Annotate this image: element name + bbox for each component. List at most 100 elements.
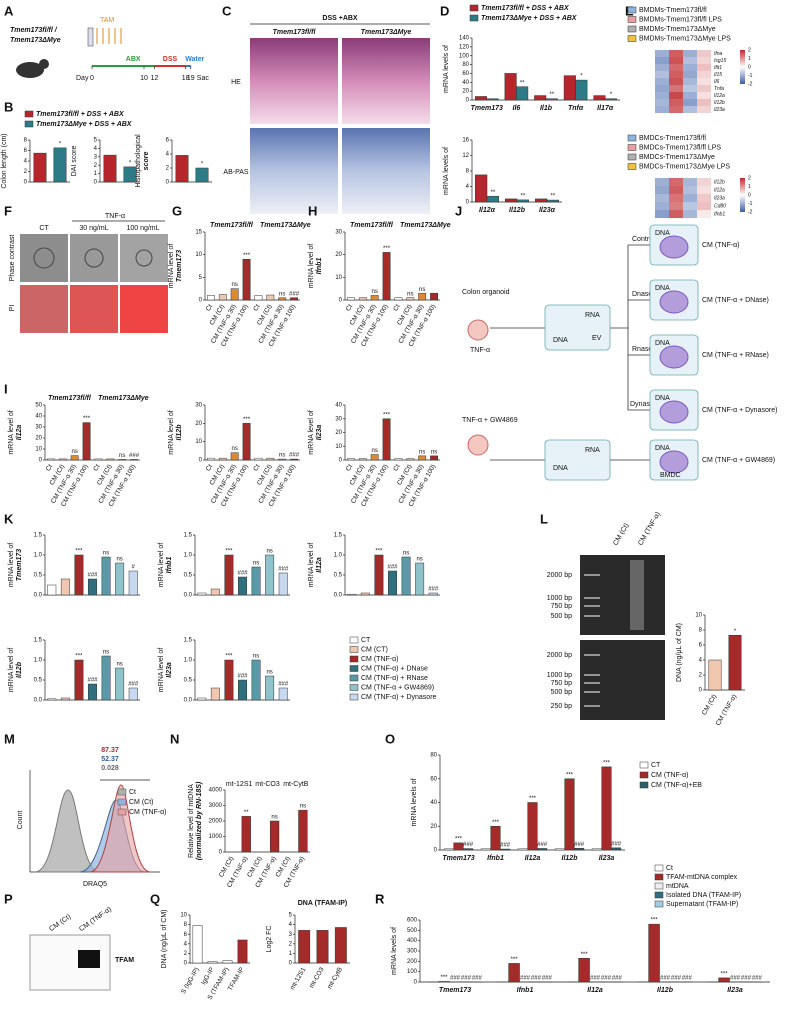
heat-cell: [669, 106, 683, 113]
treatment: Dynasore: [630, 401, 660, 408]
y-tick-label: 1.5: [34, 638, 43, 644]
bar: [74, 659, 84, 701]
heat-cell: [669, 92, 683, 99]
bar: [53, 147, 67, 183]
column-header: CT: [39, 225, 49, 232]
legend-swatch: [349, 636, 359, 644]
y-tick-label: 0.5: [34, 573, 43, 579]
panel-letter: C: [222, 3, 232, 18]
gene-label: Il23a: [714, 195, 725, 201]
legend-label: Tmem173fl/fl + DSS + ABX: [481, 5, 570, 12]
gel-image: [580, 555, 665, 635]
gene-label: Il12b: [714, 100, 725, 106]
y-tick-label: 200: [407, 959, 418, 965]
heat-cell: [669, 50, 683, 57]
gene-label: Il23a: [714, 107, 725, 113]
segment-label: ABX: [126, 56, 141, 63]
x-tick-label: mt-CytB: [326, 966, 344, 990]
x-tick-label: mt-CO3: [308, 966, 326, 990]
marker-label: 1000 bp: [547, 672, 572, 679]
marker-label: 500 bp: [551, 689, 573, 696]
heat-cell: [683, 194, 697, 202]
y-tick-label: 16: [462, 138, 469, 144]
panel-letter: R: [375, 891, 385, 906]
significance: ###: [463, 842, 474, 848]
heat-cell: [655, 194, 669, 202]
heat-cell: [655, 78, 669, 85]
bar: [453, 842, 464, 851]
bar: [334, 927, 347, 964]
genotype-header: Tmem173fl/fl: [48, 395, 92, 402]
x-tick-label: Ct: [205, 463, 214, 472]
panel-letter: M: [4, 731, 15, 746]
panel-j: Colon organoid TNF-α RNA DNA EV TNF-α + …: [462, 236, 660, 481]
bar: [537, 848, 548, 851]
bar: [347, 593, 357, 596]
legend-swatch: [627, 153, 637, 161]
bar: [251, 659, 261, 701]
y-axis-label: Tmem173: [16, 549, 23, 581]
gene-label: Il6: [714, 79, 720, 85]
output-label: CM (TNF-α + Dynasore): [702, 407, 777, 414]
colorbar: [740, 178, 745, 212]
bar: [266, 457, 275, 461]
x-tick-label: Ct: [92, 463, 101, 472]
x-tick-label: Tmem173: [442, 855, 474, 862]
y-tick-label: 0: [184, 961, 188, 967]
significance: ns: [372, 289, 378, 295]
significance: ###: [87, 573, 98, 579]
significance: ***: [243, 253, 251, 259]
y-tick-label: 0: [339, 458, 343, 464]
x-tick-label: Tmem173: [439, 987, 471, 994]
bar: [123, 166, 137, 183]
bar: [130, 459, 138, 461]
bar: [516, 86, 529, 101]
x-tick-label: Ct: [345, 463, 354, 472]
y-axis-label: Il12a: [316, 557, 323, 573]
marker-label: 2000 bp: [547, 572, 572, 579]
legend-label: BMDCs-Tmem173ΔMye: [639, 154, 715, 161]
significance: ns: [253, 561, 259, 567]
significance: **: [491, 190, 496, 196]
significance: ***: [511, 957, 519, 963]
bar: [527, 802, 538, 851]
legend-swatch: [469, 4, 479, 12]
bar: [418, 292, 427, 301]
legend-swatch: [117, 808, 127, 816]
legend-swatch: [627, 144, 637, 151]
y-tick-label: 0: [24, 180, 28, 186]
treatment: Control: [632, 236, 655, 243]
panel-letter: L: [540, 511, 548, 526]
bar: [70, 455, 79, 461]
significance: ns: [72, 449, 78, 455]
significance: ns: [266, 670, 272, 676]
legend-swatch: [639, 771, 649, 779]
y-tick-label: 1.0: [184, 658, 193, 664]
significance: ***: [441, 975, 449, 981]
bmdc-cell: [659, 450, 689, 474]
y-tick-label: 40: [462, 80, 469, 86]
bar: [517, 848, 528, 851]
y-axis-label: mRNA level of: [308, 410, 315, 454]
significance: ***: [383, 246, 391, 252]
significance: ***: [383, 412, 391, 418]
heat-cell: [655, 50, 669, 57]
heat-cell: [697, 99, 711, 106]
bar: [370, 295, 379, 301]
bar: [265, 554, 275, 596]
y-tick-label: 20: [430, 824, 437, 830]
genotype: Tmem173ΔMye: [10, 37, 61, 44]
bar: [115, 667, 125, 701]
output-label: CM (TNF-α + GW4869): [702, 457, 775, 464]
significance: *: [734, 629, 737, 635]
y-tick-label: 6: [24, 148, 28, 154]
x-tick-label: Il12b: [562, 855, 579, 862]
panel-letter: G: [172, 203, 182, 218]
y-tick-label: 0.5: [334, 573, 343, 579]
bar: [218, 457, 227, 461]
bar: [47, 458, 55, 461]
x-tick-label: Il23a: [599, 855, 615, 862]
significance: ns: [419, 449, 425, 455]
cargo: RNA: [585, 312, 600, 319]
y-tick-label: 0: [199, 458, 203, 464]
